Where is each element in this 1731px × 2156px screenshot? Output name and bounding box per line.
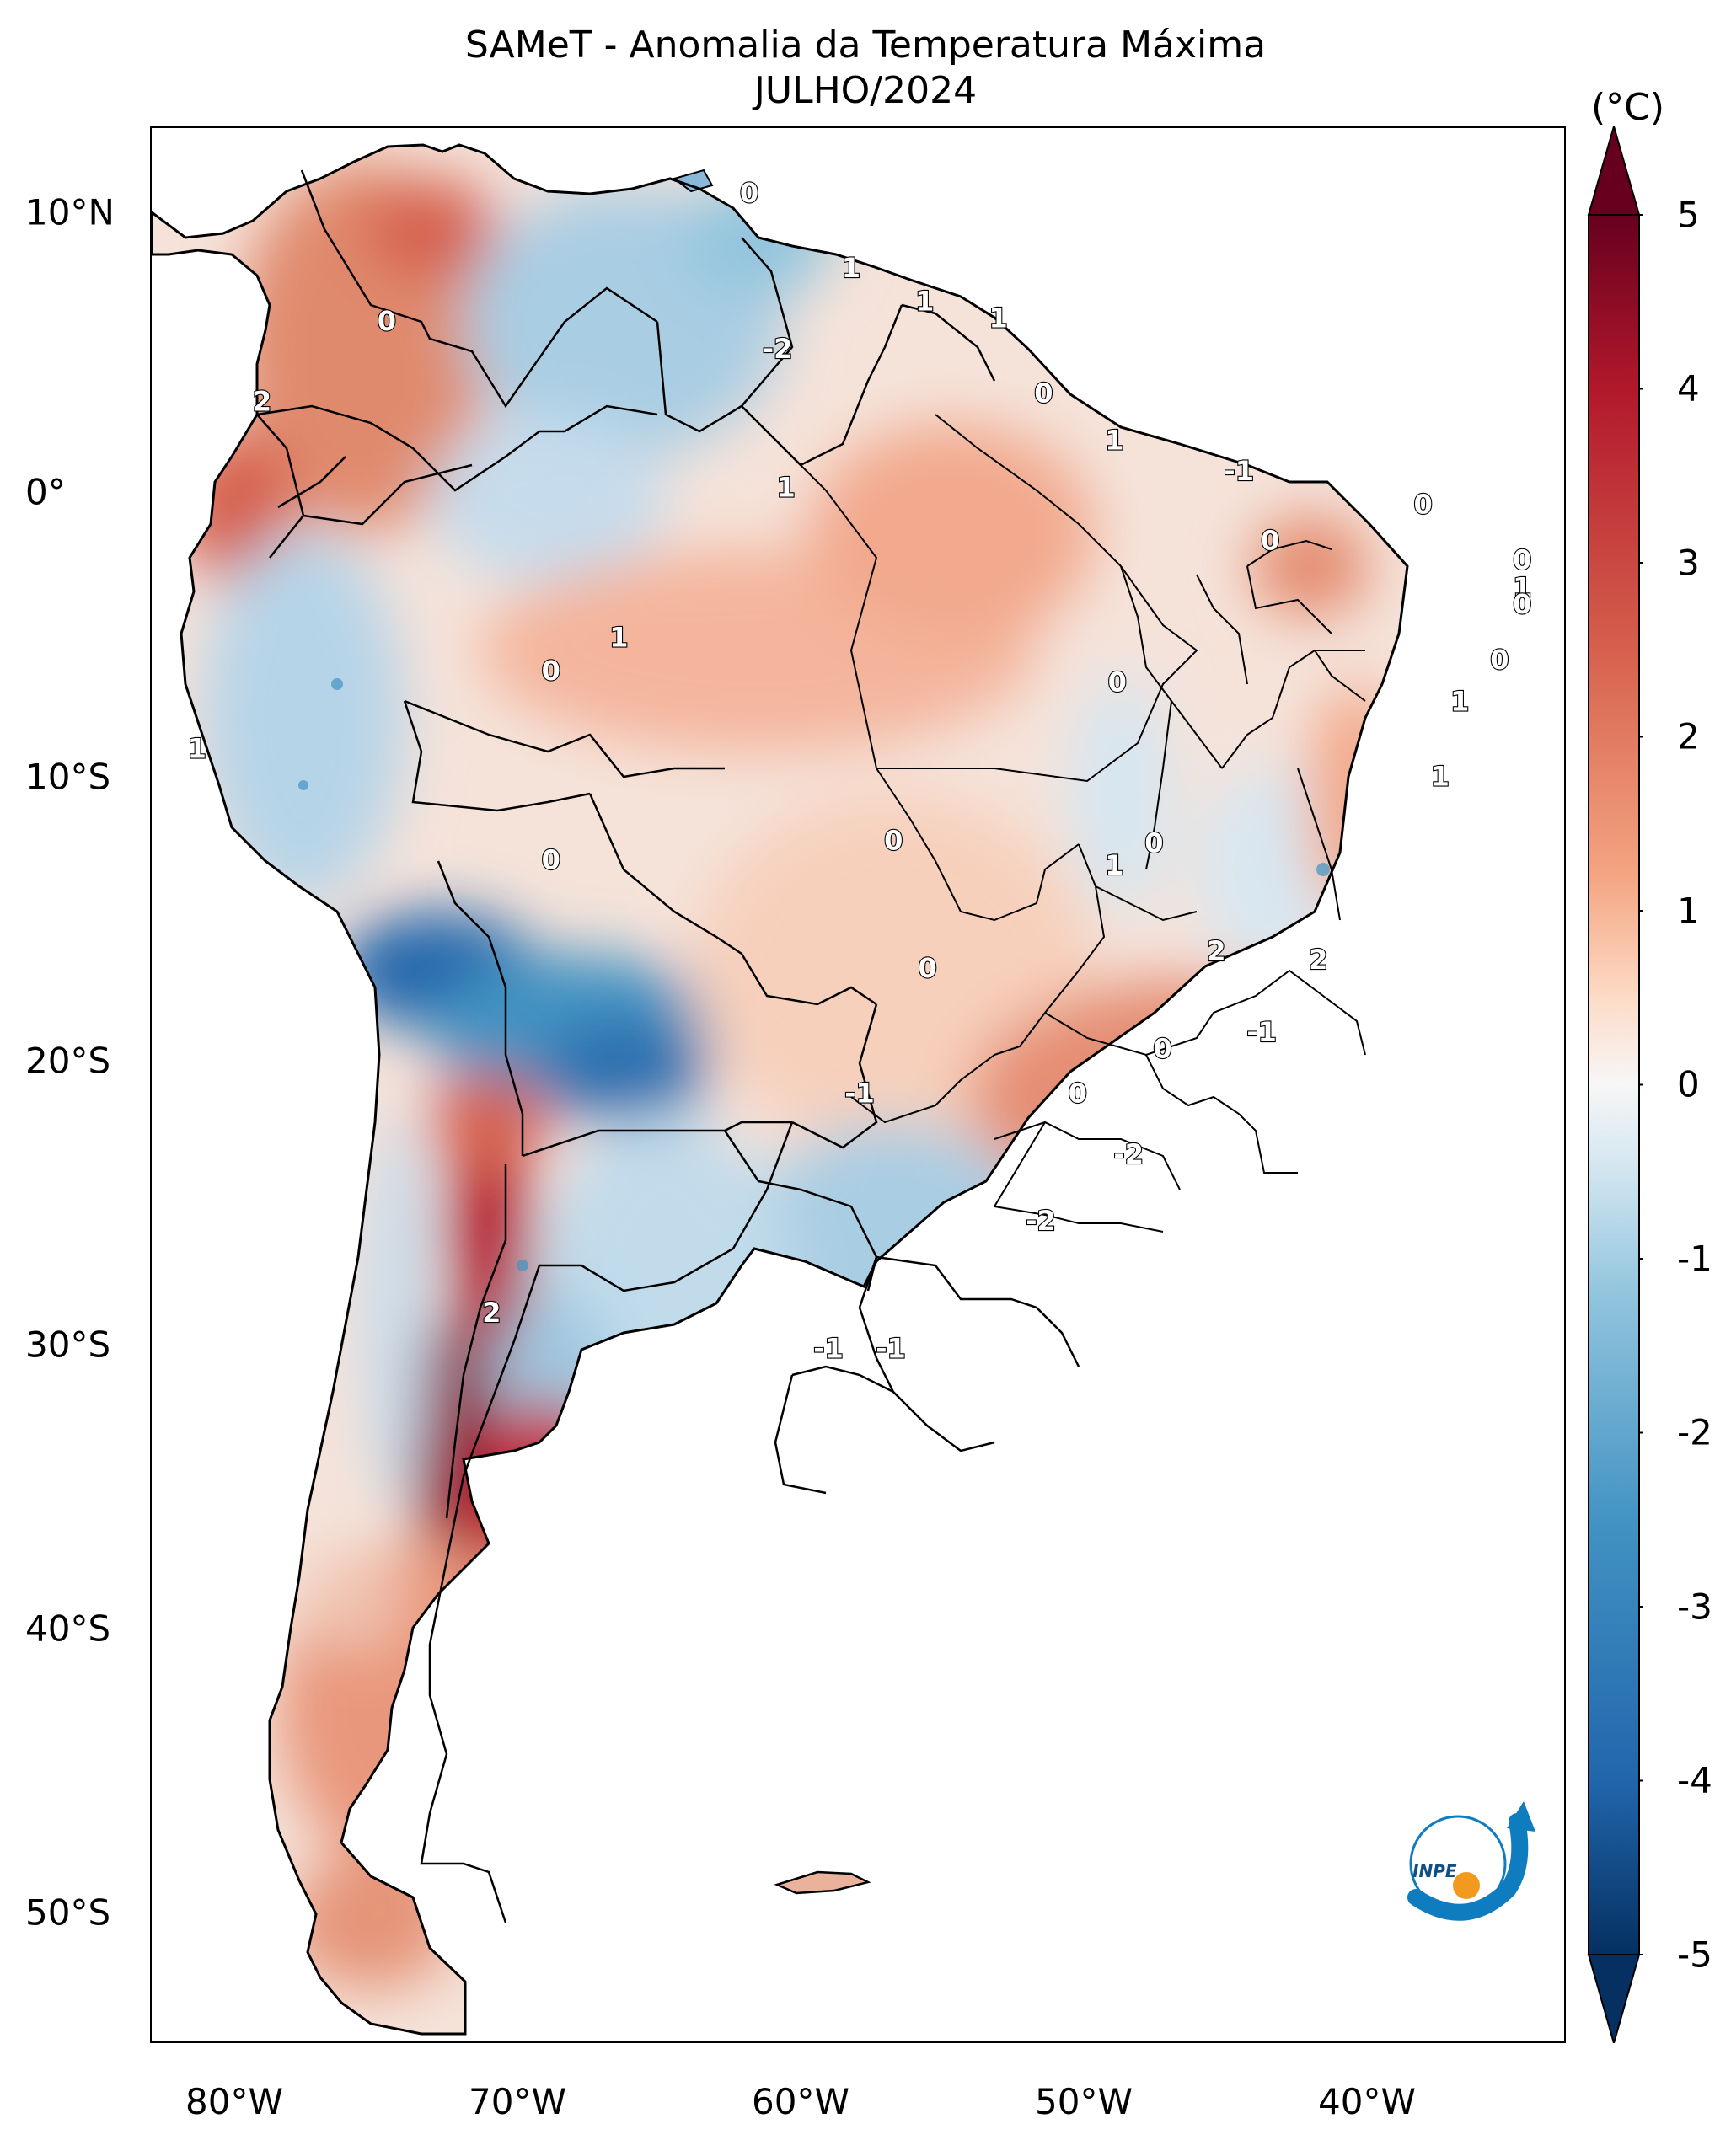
colorbar-min-arrow-icon <box>1587 1954 1641 2043</box>
lon-label: 50°W <box>1035 2081 1133 2122</box>
contour-label: -1 <box>876 1333 906 1365</box>
contour-label: 1 <box>776 472 795 504</box>
colorbar-unit-label: (°C) <box>1591 86 1665 129</box>
contour-label: 0 <box>884 824 903 856</box>
contour-label: 0 <box>740 177 758 209</box>
contour-label: -1 <box>1224 455 1254 487</box>
lat-label: 40°S <box>25 1608 111 1650</box>
contour-label: 1 <box>1105 425 1123 457</box>
lat-label: 50°S <box>25 1891 111 1934</box>
contour-label: 1 <box>1431 761 1450 793</box>
colorbar-tick-label: 3 <box>1677 542 1700 584</box>
colorbar-tick-label: 1 <box>1677 890 1700 932</box>
contour-label: 1 <box>1513 571 1531 603</box>
contour-label: 1 <box>842 252 860 284</box>
contour-label: 0 <box>918 952 936 984</box>
state-borders <box>741 405 1366 1233</box>
logo-swoosh <box>1407 1813 1529 1921</box>
colorbar-max-arrow-icon <box>1587 126 1641 216</box>
colorbar-tick-label: -1 <box>1677 1238 1712 1280</box>
falkland-islands <box>774 1870 871 1895</box>
logo-text: INPE <box>1412 1861 1457 1881</box>
contour-label: 0 <box>1513 543 1531 575</box>
contour-label: 2 <box>1309 944 1327 976</box>
colorbar-tick-label: 0 <box>1677 1063 1700 1105</box>
trinidad-island <box>672 169 714 193</box>
contour-label: 1 <box>188 733 206 765</box>
contour-label: 0 <box>542 655 560 687</box>
contour-label: 0 <box>1144 827 1163 859</box>
lon-label: 70°W <box>469 2081 566 2122</box>
contour-label: 1 <box>989 302 1007 334</box>
contour-label: 0 <box>1261 524 1279 556</box>
lat-label: 20°S <box>25 1040 111 1082</box>
contour-label: 0 <box>378 305 396 337</box>
inpe-logo: INPE <box>1407 1801 1535 1921</box>
contour-label: -1 <box>844 1077 875 1109</box>
contour-label: 0 <box>1153 1033 1171 1065</box>
contour-label: 2 <box>482 1297 501 1329</box>
lat-label: 10°N <box>25 191 115 233</box>
colorbar-gradient <box>1588 214 1640 1955</box>
lat-label: 0° <box>25 471 66 513</box>
colorbar-tick-label: -3 <box>1677 1586 1712 1628</box>
contour-label: 0 <box>1513 588 1531 620</box>
logo-arrow-icon <box>1507 1801 1535 1832</box>
contour-label: -2 <box>1026 1205 1056 1237</box>
contour-label: 1 <box>1450 686 1469 718</box>
contour-label: 1 <box>1105 849 1123 881</box>
colorbar-tick-label: -5 <box>1677 1934 1712 1976</box>
contour-label: 1 <box>915 286 934 318</box>
contour-label: 0 <box>1069 1077 1087 1109</box>
colorbar-tick-label: 4 <box>1677 367 1700 409</box>
contour-label: 2 <box>1207 935 1225 967</box>
map-panel: 0 1 1 1 -2 0 0 1 -1 2 1 0 0 0 1 0 1 0 0 0 1 1 1 0 0 0 1 2 2 0 -1 0 -1 0 -2… <box>150 126 1566 2043</box>
colorbar-tick-label: 5 <box>1677 194 1700 236</box>
contour-label: 0 <box>1413 488 1432 520</box>
colorbar-tick-label: -2 <box>1677 1411 1712 1453</box>
contour-label: -1 <box>813 1333 844 1365</box>
contour-label: 1 <box>609 622 628 654</box>
contour-label: 0 <box>1108 666 1127 698</box>
contour-label: 0 <box>1490 644 1509 676</box>
contour-label: 0 <box>542 843 560 875</box>
colorbar <box>1587 126 1643 2043</box>
lon-label: 80°W <box>185 2081 283 2122</box>
map-subtitle-period: JULHO/2024 <box>753 69 978 112</box>
contour-label: 0 <box>1034 377 1053 409</box>
contour-label: -2 <box>763 333 793 365</box>
lat-label: 30°S <box>25 1324 111 1366</box>
lon-label: 40°W <box>1318 2081 1416 2122</box>
colorbar-tick-label: -4 <box>1677 1759 1712 1801</box>
contour-label: 2 <box>253 385 271 417</box>
map-title: SAMeT - Anomalia da Temperatura Máxima <box>464 24 1267 67</box>
lat-label: 10°S <box>25 756 111 798</box>
contour-label: -2 <box>1113 1138 1144 1170</box>
colorbar-tick-label: 2 <box>1677 715 1700 757</box>
lon-label: 60°W <box>752 2081 849 2122</box>
contour-label: -1 <box>1246 1016 1277 1048</box>
logo-sun-dot <box>1453 1872 1480 1899</box>
